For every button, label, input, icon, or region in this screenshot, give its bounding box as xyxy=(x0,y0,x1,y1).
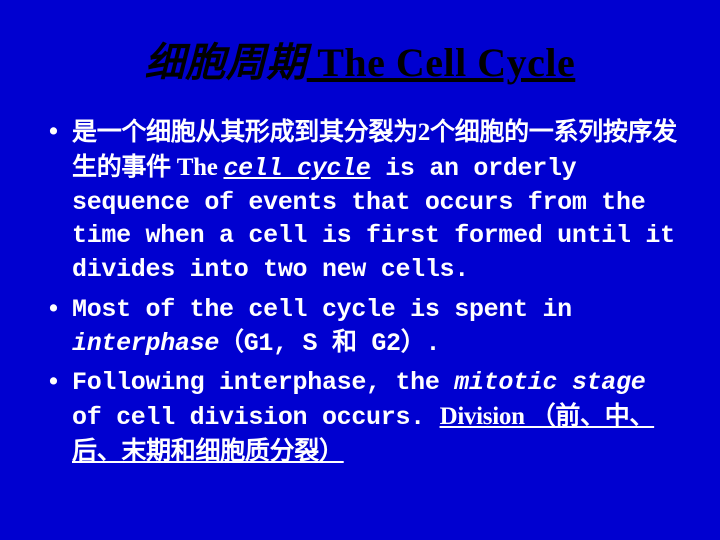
bullet-segment: Most of the cell cycle is spent in xyxy=(72,295,572,324)
bullet-segment: （G1, S 和 G2）. xyxy=(219,329,440,358)
slide: 细胞周期 The Cell Cycle 是一个细胞从其形成到其分裂为2个细胞的一… xyxy=(0,0,720,540)
bullet-segment: mitotic stage xyxy=(454,368,645,397)
bullet-item: Most of the cell cycle is spent in inter… xyxy=(40,293,680,361)
title-en: The Cell Cycle xyxy=(307,40,576,85)
slide-title: 细胞周期 The Cell Cycle xyxy=(40,30,680,88)
bullet-list: 是一个细胞从其形成到其分裂为2个细胞的一系列按序发生的事件 The cell c… xyxy=(40,116,680,476)
bullet-item: Following interphase, the mitotic stage … xyxy=(40,366,680,469)
title-cn: 细胞周期 xyxy=(145,40,307,85)
bullet-item: 是一个细胞从其形成到其分裂为2个细胞的一系列按序发生的事件 The cell c… xyxy=(40,116,680,287)
bullet-segment: of cell division occurs. xyxy=(72,403,440,432)
bullet-segment: interphase xyxy=(72,329,219,358)
bullet-segment: Following interphase, the xyxy=(72,368,454,397)
bullet-segment: cell cycle xyxy=(223,154,370,183)
